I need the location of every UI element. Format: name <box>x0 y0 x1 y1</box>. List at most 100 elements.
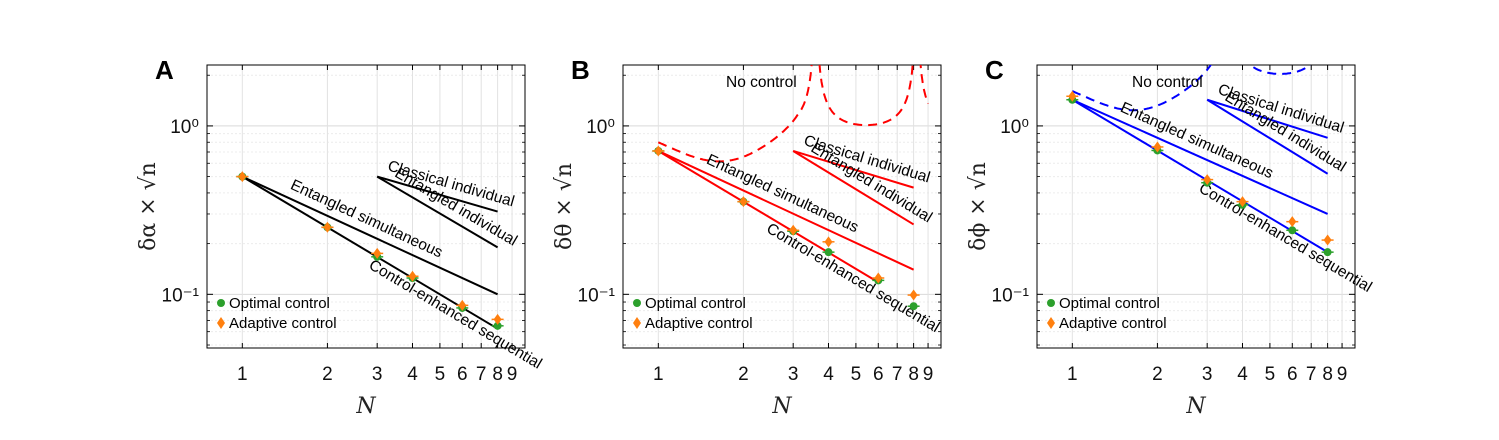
panel-letter: C <box>985 55 1004 85</box>
legend-label-optimal-control: Optimal control <box>1059 295 1160 312</box>
legend: Optimal control Adaptive control <box>633 295 753 332</box>
point-adaptive-control <box>493 313 502 325</box>
x-tick-label: 6 <box>1287 364 1298 385</box>
x-tick-label: 3 <box>372 364 383 385</box>
line-entangled-individual <box>792 150 915 226</box>
y-tick-label: 10⁰ <box>1000 117 1029 138</box>
legend-label-adaptive-control: Adaptive control <box>1059 315 1167 332</box>
y-tick-label: 10⁰ <box>170 117 199 138</box>
x-tick-label: 1 <box>237 364 248 385</box>
line-classical-individual <box>1206 98 1328 139</box>
point-adaptive-control <box>789 224 798 236</box>
point-adaptive-control <box>654 145 663 157</box>
panel-b: 1 2 3 4 5 6 7 8 9 10⁻¹ 10⁰ Nδθ × √n B No control Contr… <box>552 55 942 419</box>
line-classical-individual <box>792 150 914 189</box>
point-optimal-control <box>824 248 833 257</box>
y-axis-label: δϕ × √n <box>966 162 991 251</box>
y-axis-label: δθ × √n <box>552 163 577 250</box>
line-entangled-simultaneous <box>657 150 915 271</box>
point-optimal-control <box>1323 248 1332 257</box>
x-tick-label: 2 <box>738 364 749 385</box>
line-control-enhanced-sequential <box>241 175 499 330</box>
line-entangled-individual <box>1206 98 1329 175</box>
label-control-enhanced-sequential: Control-enhanced sequential <box>1196 180 1375 296</box>
x-tick-label: 7 <box>1306 364 1317 385</box>
x-tick-label: 5 <box>435 364 446 385</box>
x-axis-label: N <box>355 394 376 419</box>
legend-marker-adaptive <box>1047 317 1055 329</box>
legend-label-adaptive-control: Adaptive control <box>645 315 753 332</box>
legend: Optimal control Adaptive control <box>217 295 337 332</box>
x-tick-label: 9 <box>1337 364 1348 385</box>
point-adaptive-control <box>1068 90 1077 102</box>
x-tick-label: 9 <box>923 364 934 385</box>
label-control-enhanced-sequential: Control-enhanced sequential <box>763 220 942 336</box>
point-adaptive-control <box>408 270 417 282</box>
point-adaptive-control <box>824 236 833 248</box>
panel-c: 1 2 3 4 5 6 7 8 9 10⁻¹ 10⁰ Nδϕ × √n C No control Contr… <box>966 55 1375 419</box>
line-control-enhanced-sequential <box>1071 98 1329 254</box>
point-adaptive-control <box>909 289 918 301</box>
y-tick-label: 10⁻¹ <box>992 285 1030 306</box>
point-adaptive-control <box>323 221 332 233</box>
x-tick-label: 7 <box>476 364 487 385</box>
y-tick-label: 10⁰ <box>586 117 615 138</box>
panel-letter: B <box>571 55 590 85</box>
x-tick-label: 8 <box>492 364 503 385</box>
x-tick-label: 6 <box>873 364 884 385</box>
x-tick-label: 4 <box>407 364 418 385</box>
point-optimal-control <box>1288 226 1297 235</box>
point-adaptive-control <box>1323 234 1332 246</box>
plot-area <box>1071 65 1329 254</box>
no-control-label: No control <box>1132 74 1203 91</box>
point-adaptive-control <box>1203 174 1212 186</box>
legend-label-adaptive-control: Adaptive control <box>229 315 337 332</box>
plot-frame <box>1036 64 1356 349</box>
panel-letter: A <box>155 55 174 85</box>
plot-frame <box>622 64 942 349</box>
point-adaptive-control <box>874 272 883 284</box>
line-entangled-individual <box>376 175 499 249</box>
x-axis-label: N <box>771 394 792 419</box>
legend: Optimal control Adaptive control <box>1047 295 1167 332</box>
x-tick-label: 2 <box>1152 364 1163 385</box>
legend-marker-optimal <box>633 299 641 307</box>
x-tick-label: 7 <box>892 364 903 385</box>
y-tick-label: 10⁻¹ <box>578 285 616 306</box>
point-adaptive-control <box>1238 196 1247 208</box>
no-control-label: No control <box>726 74 797 91</box>
legend-marker-adaptive <box>633 317 641 329</box>
point-adaptive-control <box>238 171 247 183</box>
x-tick-label: 5 <box>1265 364 1276 385</box>
plot-area <box>241 175 499 330</box>
x-tick-label: 8 <box>1322 364 1333 385</box>
point-adaptive-control <box>458 299 467 311</box>
legend-marker-optimal <box>1047 299 1055 307</box>
grid <box>207 65 525 348</box>
legend-marker-adaptive <box>217 317 225 329</box>
point-optimal-control <box>909 302 918 311</box>
no-control-curve <box>1071 65 1312 112</box>
x-tick-label: 5 <box>851 364 862 385</box>
point-adaptive-control <box>373 247 382 259</box>
x-tick-label: 3 <box>788 364 799 385</box>
x-tick-label: 9 <box>507 364 518 385</box>
line-classical-individual <box>376 175 498 213</box>
y-tick-label: 10⁻¹ <box>162 285 200 306</box>
x-tick-label: 6 <box>457 364 468 385</box>
line-entangled-simultaneous <box>1071 98 1329 215</box>
plot-area <box>657 65 930 284</box>
point-optimal-control <box>493 321 502 330</box>
line-control-enhanced-sequential <box>657 150 879 284</box>
x-tick-label: 8 <box>908 364 919 385</box>
x-tick-label: 4 <box>1237 364 1248 385</box>
x-tick-label: 4 <box>823 364 834 385</box>
plot-frame <box>206 64 526 349</box>
x-tick-label: 3 <box>1202 364 1213 385</box>
point-adaptive-control <box>739 196 748 208</box>
line-entangled-simultaneous <box>241 175 499 296</box>
x-axis-label: N <box>1185 394 1206 419</box>
